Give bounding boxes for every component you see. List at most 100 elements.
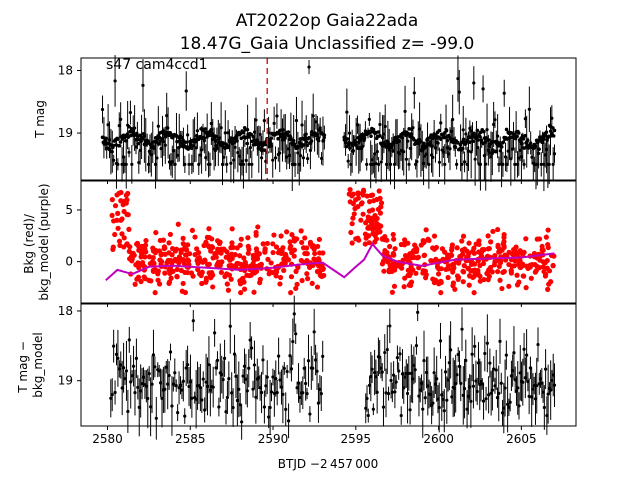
bkg-point [287, 239, 293, 245]
bkg-point [459, 238, 465, 244]
data-point [163, 143, 167, 147]
data-point [534, 144, 538, 149]
bkg-point [265, 256, 271, 262]
data-point [448, 147, 452, 151]
data-point [390, 143, 394, 148]
bkg-point [401, 284, 407, 290]
data-point [213, 139, 218, 143]
bkg-point [465, 265, 471, 272]
data-point [418, 139, 423, 144]
bkg-point [118, 217, 124, 223]
data-point [167, 373, 171, 378]
bkg-point [450, 283, 456, 289]
panel-bottom-plot-area [109, 295, 557, 440]
data-point [457, 90, 461, 94]
bkg-point [110, 244, 116, 250]
data-point [134, 356, 138, 360]
bkg-point [126, 226, 132, 232]
bkg-point [160, 237, 167, 243]
data-point [240, 159, 244, 163]
bkg-point [152, 290, 158, 296]
data-point [489, 155, 493, 159]
data-point [152, 146, 156, 151]
data-point [291, 138, 296, 143]
data-point [173, 371, 177, 375]
bkg-point [355, 195, 361, 201]
data-point [130, 162, 134, 166]
data-point [208, 388, 212, 392]
data-point [348, 146, 352, 150]
bkg-point [545, 227, 551, 233]
data-point [138, 148, 142, 152]
bkg-point [529, 261, 535, 268]
data-point [308, 148, 313, 153]
data-point [447, 152, 451, 156]
data-point [222, 155, 226, 159]
bkg-point [435, 264, 441, 271]
data-point [383, 124, 387, 129]
data-point [130, 374, 134, 378]
data-point [525, 138, 530, 143]
data-point [395, 356, 400, 360]
bkg-point [460, 279, 466, 285]
bkg-point [363, 235, 369, 241]
data-point [124, 162, 128, 166]
data-point [187, 384, 191, 389]
data-point [506, 149, 510, 153]
data-point [362, 136, 367, 140]
data-point [389, 378, 393, 383]
data-point [205, 384, 210, 388]
data-point [477, 134, 482, 139]
data-point [301, 156, 306, 160]
data-point [165, 114, 169, 118]
data-point [247, 366, 251, 370]
data-point [535, 162, 539, 166]
data-point [133, 391, 137, 395]
data-point [551, 162, 555, 166]
x-axis-label: BTJD −2 457 000 [278, 457, 378, 471]
data-point [316, 136, 321, 140]
data-point [169, 162, 173, 166]
bkg-point [155, 277, 161, 283]
data-point [371, 162, 375, 166]
data-point [374, 161, 378, 166]
data-point [107, 147, 112, 152]
bkg-point [288, 274, 295, 280]
bkg-point [166, 240, 172, 246]
bkg-point [509, 251, 516, 257]
data-point [221, 377, 225, 382]
data-point [275, 114, 279, 118]
data-point [397, 139, 402, 143]
bkg-point [182, 252, 189, 258]
data-point [304, 140, 309, 144]
data-point [424, 152, 428, 156]
data-point [232, 140, 237, 145]
data-point [285, 369, 289, 374]
bkg-point [310, 243, 316, 249]
bkg-point [485, 268, 491, 274]
data-point [170, 160, 174, 164]
bkg-point [436, 281, 442, 287]
bkg-point [471, 261, 478, 267]
bkg-point [471, 290, 477, 296]
data-point [127, 125, 131, 129]
data-point [231, 405, 235, 410]
data-point [259, 390, 264, 395]
bkg-point [209, 270, 215, 276]
data-point [153, 162, 158, 166]
bkg-point [185, 257, 191, 263]
data-point [437, 405, 441, 410]
bkg-point [114, 192, 120, 198]
bkg-point [512, 258, 518, 264]
bkg-point [412, 242, 418, 248]
data-point [167, 160, 172, 164]
bkg-point [413, 270, 419, 276]
data-point [535, 384, 539, 388]
panel-middle-ylabel-line1: Bkg (red)/ [22, 213, 36, 274]
data-point [208, 162, 212, 166]
sector-camera-annotation: s47 cam4ccd1 [106, 57, 208, 73]
bkg-point [506, 283, 512, 289]
data-point [321, 354, 325, 358]
data-point [498, 339, 502, 343]
